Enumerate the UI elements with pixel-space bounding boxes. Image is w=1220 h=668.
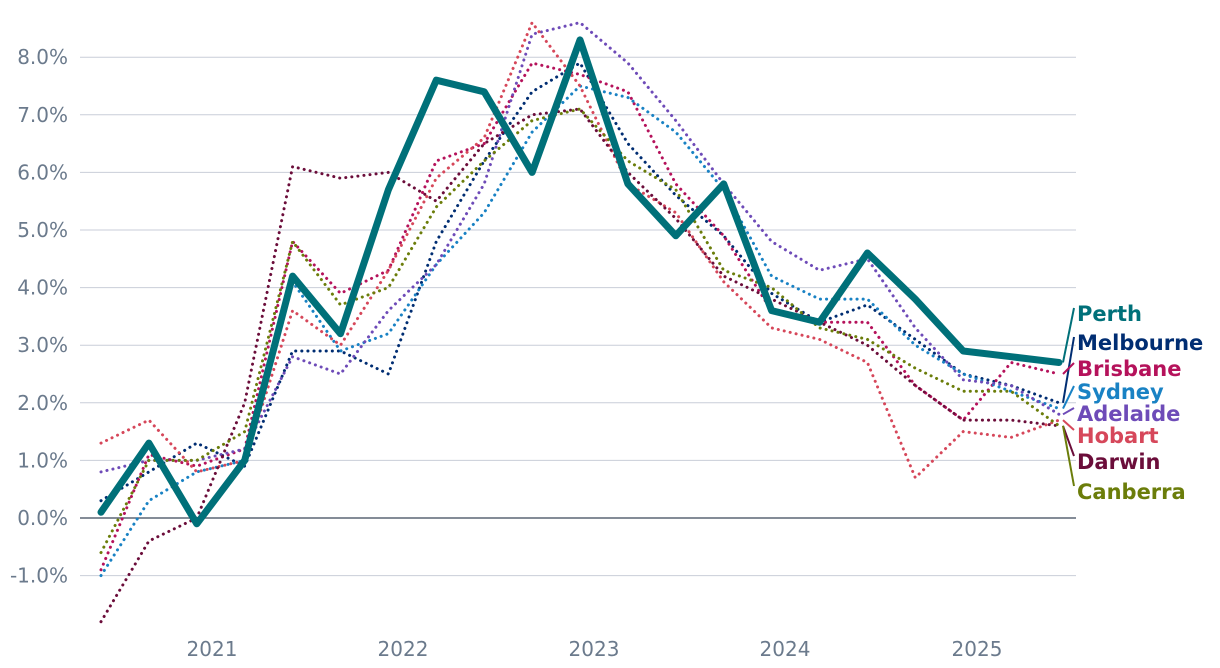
x-tick-label: 2023: [569, 637, 620, 661]
x-tick-label: 2021: [187, 637, 238, 661]
series-label-adelaide: Adelaide: [1077, 402, 1180, 426]
y-tick-label: 3.0%: [17, 333, 68, 357]
leader-line-hobart: [1062, 419, 1075, 431]
y-tick-label: 5.0%: [17, 218, 68, 242]
leader-line-canberra: [1062, 425, 1075, 487]
series-label-melbourne: Melbourne: [1077, 331, 1203, 355]
series-label-hobart: Hobart: [1077, 424, 1159, 448]
leader-line-brisbane: [1062, 362, 1075, 375]
x-tick-label: 2022: [378, 637, 429, 661]
y-tick-label: 1.0%: [17, 448, 68, 472]
series-line-hobart: [99, 21, 1061, 480]
series-line-melbourne: [99, 61, 1061, 503]
y-tick-label: 8.0%: [17, 45, 68, 69]
series-line-adelaide: [99, 21, 1061, 474]
series-line-perth: [97, 36, 1063, 528]
y-tick-label: 2.0%: [17, 391, 68, 415]
series-line-canberra: [99, 107, 1061, 555]
series-label-canberra: Canberra: [1077, 480, 1186, 504]
series-label-perth: Perth: [1077, 302, 1142, 326]
leader-line-adelaide: [1062, 407, 1075, 416]
series-line-darwin: [99, 107, 1061, 624]
y-tick-label: 7.0%: [17, 103, 68, 127]
series-label-sydney: Sydney: [1077, 380, 1164, 404]
series-label-brisbane: Brisbane: [1077, 357, 1181, 381]
y-tick-label: 4.0%: [17, 276, 68, 300]
series-label-darwin: Darwin: [1077, 450, 1161, 474]
series-lines: [97, 21, 1063, 624]
y-axis-ticks: -1.0% 0.0% 1.0% 2.0% 3.0% 4.0% 5.0% 6.0% 7.0% 8.0…: [10, 45, 68, 587]
series-line-brisbane: [99, 61, 1061, 572]
leader-line-sydney: [1062, 385, 1075, 409]
x-tick-label: 2024: [760, 637, 811, 661]
y-tick-label: 6.0%: [17, 160, 68, 184]
y-tick-label: -1.0%: [10, 564, 68, 588]
x-axis-ticks: 2021 2022 2023 2024 2025: [187, 637, 1003, 661]
y-tick-label: 0.0%: [17, 506, 68, 530]
x-tick-label: 2025: [952, 637, 1003, 661]
series-line-sydney: [99, 84, 1061, 578]
leader-line-perth: [1062, 307, 1075, 363]
series-labels: Perth MelbourneBrisbaneSydneyAdelaideHoba…: [1062, 302, 1203, 504]
